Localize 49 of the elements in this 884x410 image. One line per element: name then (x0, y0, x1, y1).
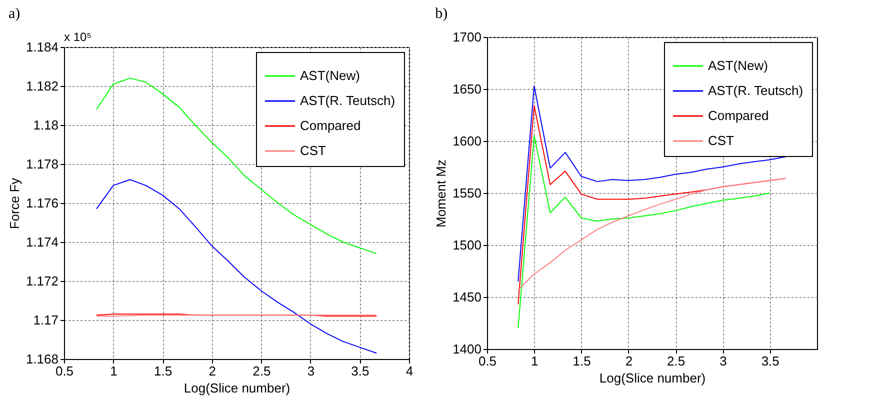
x-tick-label: 1 (110, 364, 118, 378)
x-tick-label: 1 (531, 354, 538, 368)
x-tick-label: 3.5 (351, 364, 370, 378)
text: x 10⁵ (64, 30, 92, 44)
x-tick-label: 2 (208, 364, 216, 378)
legend-label: AST(New) (300, 68, 360, 83)
line-series (518, 178, 786, 290)
x-tick-label: 4 (406, 364, 414, 378)
x-tick-label: 3.5 (761, 354, 780, 368)
legend-label: CST (708, 133, 734, 148)
chart-title: a) (8, 6, 20, 22)
y-tick-label: 1600 (452, 134, 482, 148)
x-tick-label: 0.5 (478, 354, 497, 368)
x-tick-label: 1.5 (154, 364, 172, 378)
x-axis-title: Log(Slice number) (184, 380, 290, 396)
y-tick-label: 1450 (452, 290, 482, 304)
legend-label: AST(New) (708, 58, 768, 73)
y-tick-label: 1550 (452, 186, 482, 200)
x-tick-label: 2.5 (667, 354, 686, 368)
x-axis-title: Log(Slice number) (599, 370, 706, 386)
line-series (96, 179, 377, 354)
legend-label: Compared (708, 108, 769, 123)
x-tick-label: 2 (625, 354, 633, 368)
y-tick-label: 1.184 (26, 40, 58, 54)
line-series (518, 135, 770, 329)
y-tick-label: 1.168 (26, 352, 58, 366)
y-tick-label: 1.178 (26, 156, 58, 172)
x-tick-label: 2.5 (252, 364, 271, 378)
y-tick-label: 1.174 (26, 234, 58, 250)
legend-label: CST (300, 143, 326, 158)
legend-label: AST(R. Teutsch) (300, 93, 396, 108)
chart-title: b) (435, 6, 448, 22)
y-axis-title: Force Fy (6, 177, 22, 230)
y-tick-label: 1500 (452, 238, 482, 252)
y-tick-label: 1.176 (26, 196, 58, 210)
y-axis-title: Moment Mz (434, 160, 449, 228)
y-tick-label: 1.182 (26, 78, 58, 94)
y-tick-label: 1650 (452, 82, 482, 96)
y-tick-label: 1.18 (33, 118, 58, 132)
x-tick-label: 1.5 (572, 354, 591, 368)
y-tick-label: 1.172 (26, 274, 58, 288)
x-tick-label: 3 (307, 364, 315, 378)
y-tick-label: 1400 (452, 342, 482, 356)
x-tick-label: 0.5 (55, 364, 74, 378)
y-tick-label: 1.17 (33, 312, 58, 328)
x-tick-label: 3 (720, 354, 727, 368)
legend-label: Compared (300, 118, 361, 133)
legend-label: AST(R. Teutsch) (708, 83, 804, 98)
y-tick-label: 1700 (452, 30, 482, 44)
